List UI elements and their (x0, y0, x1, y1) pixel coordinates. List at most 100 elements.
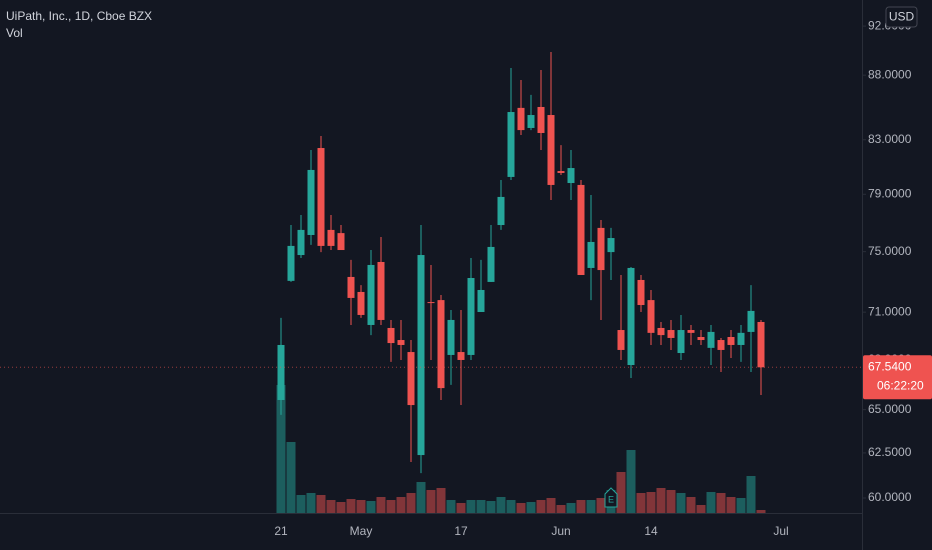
volume-bar (336, 502, 346, 513)
y-tick-label: 79.0000 (868, 186, 912, 200)
candle-body (287, 245, 295, 281)
currency-label: USD (889, 10, 915, 24)
x-tick-label: 21 (274, 524, 288, 538)
event-marker (604, 487, 618, 508)
candle-body (597, 227, 605, 271)
volume-bar (346, 499, 356, 513)
candle-body (417, 255, 425, 456)
volume-bar (656, 488, 666, 513)
candle-body (677, 330, 685, 354)
volume-bar (556, 505, 566, 513)
last-price-label: 67.5400 (868, 359, 912, 373)
volume-bar (576, 500, 586, 513)
volume-bar (566, 503, 576, 513)
volume-bar (496, 497, 506, 513)
volume-bar (746, 476, 756, 513)
candle-body (737, 332, 745, 345)
candle-body (307, 169, 315, 235)
volume-bar (406, 493, 416, 513)
event-label: E (608, 494, 614, 504)
candle-body (387, 327, 395, 344)
candle-body (707, 331, 715, 348)
x-tick-label: 14 (644, 524, 658, 538)
candle-body (697, 336, 705, 341)
volume-bar (706, 492, 716, 513)
candle-body (397, 340, 405, 345)
candle-body (627, 267, 635, 366)
x-tick-label: Jun (551, 524, 570, 538)
volume-bar (756, 510, 766, 513)
candle-body (327, 229, 335, 246)
candle-body (667, 330, 675, 338)
y-tick-label: 75.0000 (868, 244, 912, 258)
volume-bar (466, 500, 476, 513)
volume-bar (416, 482, 426, 513)
candle-body (637, 279, 645, 306)
y-tick-label: 62.5000 (868, 445, 912, 459)
volume-bar (396, 497, 406, 513)
candle-body (537, 106, 545, 133)
volume-bar (666, 490, 676, 513)
volume-bar (506, 500, 516, 513)
candle-body (507, 112, 515, 177)
volume-bar (716, 493, 726, 513)
candle-body (427, 302, 435, 304)
candle-body (367, 264, 375, 325)
candle-body (457, 352, 465, 360)
volume-bar (626, 450, 636, 513)
candle-body (317, 148, 325, 246)
x-tick-label: May (350, 524, 373, 538)
candle-body (567, 168, 575, 184)
volume-bar (546, 498, 556, 513)
volume-bar (436, 488, 446, 513)
y-tick-label: 60.0000 (868, 490, 912, 504)
countdown: 06:22:20 (877, 378, 924, 392)
volume-bar (696, 505, 706, 513)
candle-body (357, 291, 365, 315)
chart-title: UiPath, Inc., 1D, Cboe BZX (6, 9, 152, 23)
candle-body (747, 310, 755, 332)
x-tick-label: 17 (454, 524, 468, 538)
candle-body (547, 115, 555, 185)
candle-body (577, 184, 585, 275)
candle-body (527, 115, 535, 128)
volume-bar (286, 442, 296, 513)
volume-title: Vol (6, 26, 23, 40)
candle-body (617, 330, 625, 350)
candle-body (497, 196, 505, 226)
candle-body (517, 107, 525, 131)
candle-body (587, 241, 595, 268)
volume-bar (596, 498, 606, 513)
volume-bar (366, 501, 376, 513)
y-tick-label: 88.0000 (868, 67, 912, 81)
candle-body (657, 327, 665, 336)
last-price-box (863, 355, 932, 400)
candle-body (277, 344, 285, 400)
volume-bar (386, 500, 396, 513)
candle-body (477, 289, 485, 312)
volume-bar (686, 497, 696, 513)
x-tick-label: Jul (773, 524, 788, 538)
volume-bar (736, 498, 746, 513)
y-tick-label: 71.0000 (868, 304, 912, 318)
volume-bar (486, 501, 496, 513)
candle-body (437, 300, 445, 389)
volume-bar (426, 490, 436, 513)
candle-body (557, 171, 565, 173)
y-tick-label: 83.0000 (868, 132, 912, 146)
candle-body (487, 246, 495, 282)
candle-body (297, 229, 305, 256)
volume-bar (526, 502, 536, 513)
volume-bar (306, 493, 316, 513)
volume-bar (636, 493, 646, 513)
candle-body (717, 340, 725, 350)
volume-bar (726, 497, 736, 513)
candle-body (647, 300, 655, 333)
candle-body (467, 278, 475, 355)
candle-body (727, 336, 735, 345)
candle-body (347, 276, 355, 298)
candle-body (687, 330, 695, 333)
volume-bar (536, 500, 546, 513)
volume-bar (446, 500, 456, 513)
volume-bar (676, 493, 686, 513)
